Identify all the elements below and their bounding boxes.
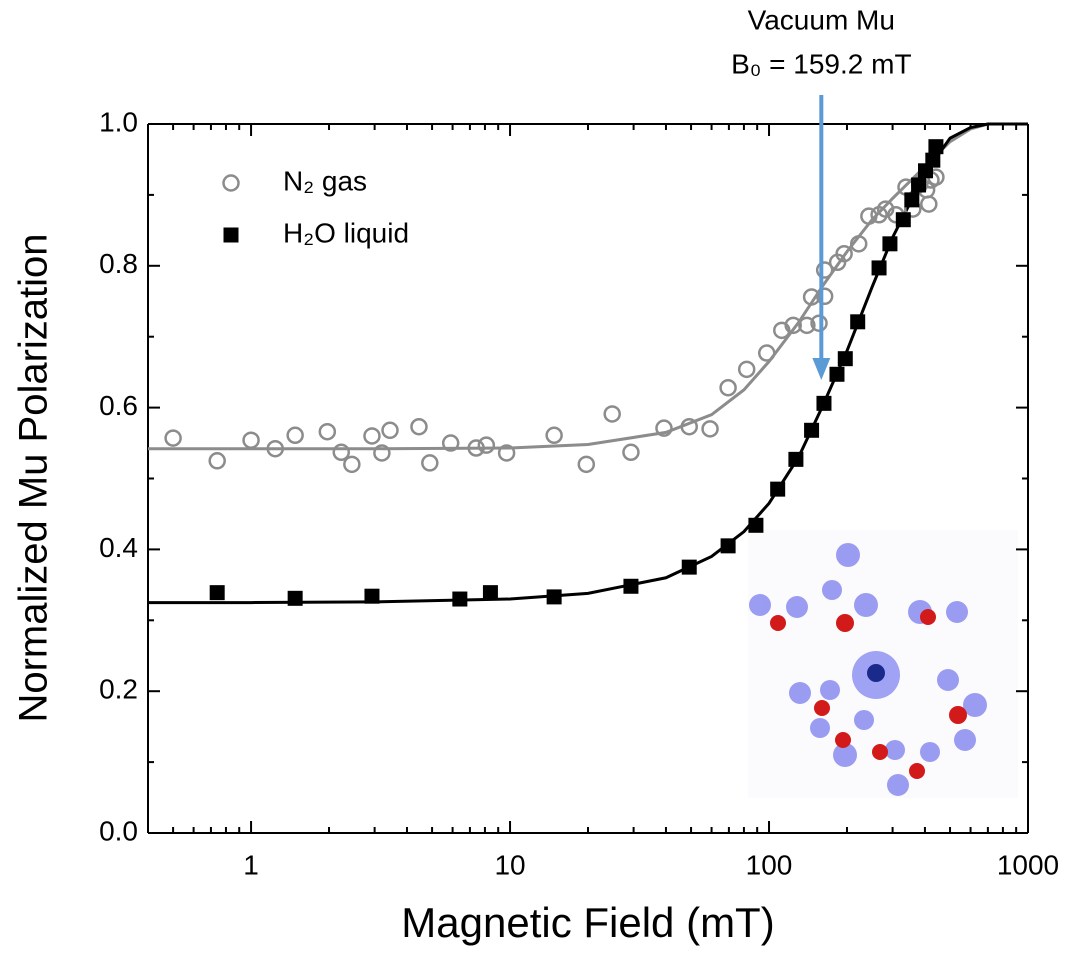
x-tick-label: 1 (243, 849, 259, 880)
x-tick-label: 1000 (997, 849, 1059, 880)
inset-molecules (748, 530, 1018, 798)
data-point (816, 395, 832, 411)
data-point (623, 578, 639, 594)
data-point (911, 177, 927, 193)
data-point (835, 244, 853, 263)
data-point (482, 585, 498, 601)
data-point (467, 439, 485, 457)
data-point (757, 344, 776, 362)
data-point (497, 444, 516, 462)
fit-curve (148, 122, 1028, 451)
data-point (681, 559, 697, 575)
y-tick-label: 0.2 (99, 674, 138, 705)
data-point (815, 287, 834, 306)
data-point (364, 588, 380, 604)
legend-marker (223, 227, 239, 243)
data-point (802, 288, 821, 306)
y-tick-label: 1.0 (99, 106, 138, 137)
data-point (680, 417, 698, 436)
data-point (577, 455, 596, 474)
y-tick-label: 0.8 (99, 248, 138, 279)
annotation-arrowhead (812, 358, 831, 380)
data-point (545, 426, 563, 445)
data-point (343, 455, 361, 474)
data-point (410, 417, 428, 436)
data-point (837, 351, 853, 367)
data-point (798, 316, 816, 335)
data-point (452, 591, 468, 607)
data-point (701, 420, 719, 438)
data-point (849, 235, 868, 253)
x-tick-label: 10 (494, 849, 525, 880)
data-point (871, 260, 887, 276)
data-point (287, 590, 303, 606)
x-tick-label: 100 (746, 849, 793, 880)
data-point (904, 192, 920, 208)
legend-marker (222, 174, 240, 192)
data-point (655, 419, 673, 437)
data-point (815, 261, 834, 279)
y-tick-label: 0.4 (99, 532, 138, 563)
data-point (860, 207, 878, 225)
data-point (882, 236, 898, 252)
data-point (209, 585, 225, 601)
data-point (920, 195, 938, 213)
data-point (266, 439, 285, 458)
y-tick-label: 0.6 (99, 390, 138, 421)
data-point (770, 481, 786, 497)
data-point (381, 421, 399, 440)
x-axis-label: Magnetic Field (mT) (401, 899, 774, 946)
data-point (332, 443, 351, 462)
data-point (421, 454, 439, 472)
data-point (748, 517, 764, 533)
data-point (164, 429, 182, 447)
legend-label: H₂O liquid (283, 217, 409, 248)
data-point (318, 422, 337, 441)
data-point (208, 452, 226, 470)
annotation-title: Vacuum Mu (748, 4, 895, 35)
y-tick-label: 0.0 (99, 815, 138, 846)
data-point (363, 427, 381, 445)
legend-label: N₂ gas (283, 165, 367, 196)
data-point (720, 538, 736, 554)
data-point (286, 426, 304, 445)
data-point (895, 212, 911, 228)
data-point (784, 316, 802, 335)
data-point (850, 314, 866, 330)
data-point (719, 378, 737, 397)
data-point (603, 405, 621, 423)
data-point (810, 314, 828, 332)
data-point (737, 360, 756, 379)
annotation-text: B₀ = 159.2 mT (731, 48, 911, 79)
data-point (441, 434, 460, 452)
inset-atom (867, 664, 885, 682)
data-point (622, 443, 640, 462)
data-point (804, 422, 820, 438)
data-point (242, 431, 260, 449)
y-axis-label: Normalized Mu Polarization (12, 233, 56, 722)
data-point (829, 366, 845, 382)
data-point (373, 444, 391, 462)
data-point (925, 152, 941, 168)
data-point (788, 451, 804, 467)
data-point (477, 436, 496, 454)
data-point (546, 589, 562, 605)
data-point (928, 139, 944, 155)
